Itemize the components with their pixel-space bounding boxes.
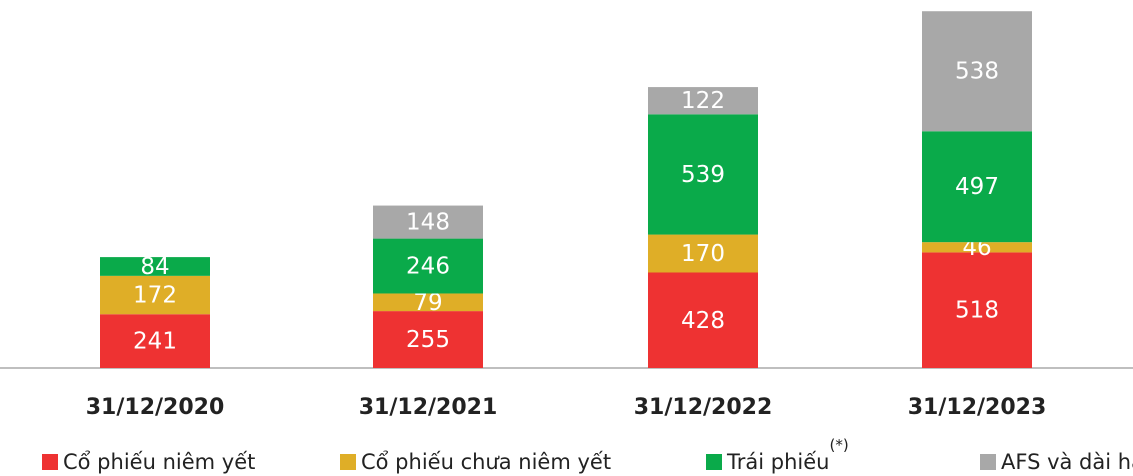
data-label: 241 <box>133 329 177 355</box>
data-label: 84 <box>140 254 169 280</box>
legend-label: AFS và dài hạn(**) <box>1001 436 1133 475</box>
legend-label: Trái phiếu(*) <box>726 436 849 475</box>
legend-text: Trái phiếu <box>726 450 829 474</box>
x-tick-label: 31/12/2022 <box>634 395 773 420</box>
x-tick-label: 31/12/2020 <box>86 395 225 420</box>
legend-text: Cổ phiếu chưa niêm yết <box>361 450 611 474</box>
legend-label: Cổ phiếu niêm yết <box>63 450 255 474</box>
legend-swatch <box>706 454 722 470</box>
bar-segment <box>100 257 210 276</box>
data-label: 428 <box>681 308 725 334</box>
legend-text: AFS và dài hạn <box>1001 450 1133 474</box>
bar-segment <box>648 114 758 235</box>
bar-segment <box>648 272 758 368</box>
data-label: 122 <box>681 88 725 114</box>
bar-segment <box>100 314 210 368</box>
legend-note: (*) <box>829 436 848 454</box>
data-label: 148 <box>406 210 450 236</box>
data-label: 172 <box>133 283 177 309</box>
bar-segment <box>373 311 483 368</box>
bar-segment <box>373 238 483 294</box>
data-label: 518 <box>955 298 999 324</box>
data-label: 79 <box>413 290 442 316</box>
x-tick-label: 31/12/2023 <box>908 395 1047 420</box>
x-tick-label: 31/12/2021 <box>359 395 498 420</box>
bar-segment <box>922 252 1032 368</box>
legend-text: Cổ phiếu niêm yết <box>63 450 255 474</box>
bar-segment <box>922 11 1032 132</box>
bar-segment <box>922 131 1032 243</box>
legend-swatch <box>340 454 356 470</box>
data-label: 538 <box>955 59 999 85</box>
data-label: 255 <box>406 327 450 353</box>
legend-label: Cổ phiếu chưa niêm yết <box>361 450 611 474</box>
bar-segment <box>100 275 210 315</box>
bar-segment <box>373 205 483 239</box>
bar-segment <box>922 242 1032 253</box>
data-label: 246 <box>406 254 450 280</box>
bar-segment <box>373 293 483 312</box>
bar-segment <box>648 234 758 273</box>
data-label: 497 <box>955 174 999 200</box>
bar-segment <box>648 87 758 115</box>
legend-swatch <box>42 454 58 470</box>
data-label: 170 <box>681 241 725 267</box>
data-label: 539 <box>681 162 725 188</box>
legend-swatch <box>980 454 996 470</box>
